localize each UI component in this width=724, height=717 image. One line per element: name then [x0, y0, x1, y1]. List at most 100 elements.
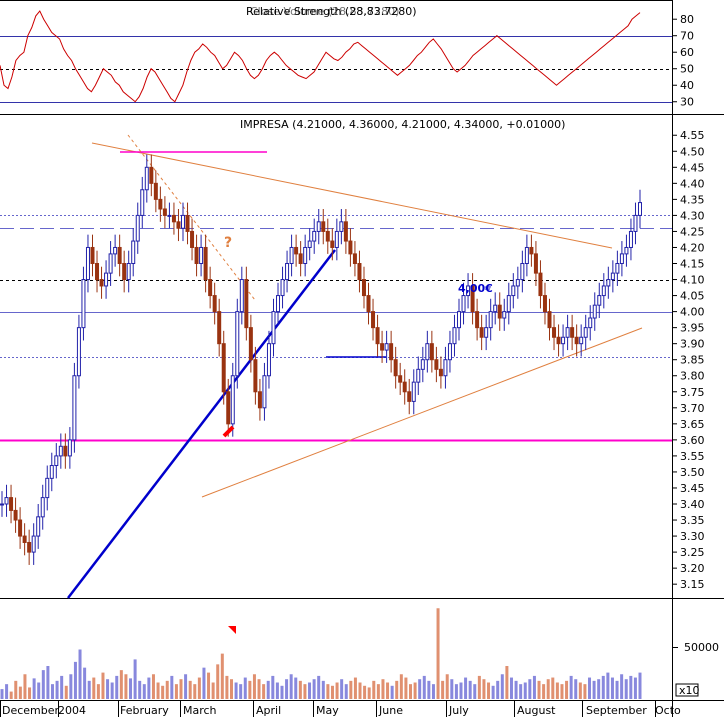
- volume-bar: [569, 675, 573, 699]
- volume-bar: [464, 677, 468, 699]
- price-tick-label: 3.65: [680, 418, 705, 431]
- price-bar-body: [619, 253, 624, 265]
- price-tick-label: 4.45: [680, 161, 705, 174]
- volume-bar: [243, 677, 247, 699]
- volume-bar: [597, 679, 601, 699]
- price-tick-label: 3.20: [680, 562, 705, 575]
- volume-bar: [482, 679, 486, 699]
- volume-bar: [9, 691, 13, 699]
- price-bar-body: [280, 279, 285, 297]
- price-bar-body: [533, 253, 538, 274]
- price-bar-body: [4, 497, 9, 505]
- volume-bar: [349, 680, 353, 699]
- volume-bar: [41, 670, 45, 699]
- price-bar-body: [343, 221, 348, 242]
- indicator-tick-label: 60: [680, 46, 694, 59]
- volume-bar: [633, 677, 637, 699]
- price-bar-body: [149, 166, 154, 184]
- volume-bar: [386, 682, 390, 699]
- price-bar-body: [13, 509, 18, 521]
- price-bar-body: [538, 272, 543, 297]
- price-bar-body: [203, 246, 208, 281]
- price-bar-body: [447, 343, 452, 361]
- volume-bar: [64, 685, 68, 699]
- price-bar-body: [488, 311, 493, 329]
- volume-bar: [83, 667, 87, 699]
- price-panel: IMPRESA (4.21000, 4.36000, 4.21000, 4.34…: [0, 118, 705, 634]
- volume-bar: [528, 679, 532, 699]
- price-label-annotation: 4,00€: [458, 282, 493, 295]
- price-tick-label: 4.00: [680, 306, 705, 319]
- price-bar-body: [361, 279, 366, 297]
- price-bar-body: [117, 246, 122, 265]
- price-bar-body: [366, 295, 371, 313]
- volume-bar: [560, 684, 564, 699]
- price-bar-body: [312, 230, 317, 242]
- volume-bar: [358, 682, 362, 699]
- volume-bar: [422, 675, 426, 699]
- price-bar-body: [45, 477, 50, 499]
- volume-bar: [119, 670, 123, 699]
- volume-bar: [537, 680, 541, 699]
- price-bar-body: [339, 221, 344, 232]
- price-bar-body: [633, 214, 638, 232]
- price-bar-body: [565, 327, 570, 338]
- volume-bar: [37, 682, 41, 699]
- volume-bar: [620, 674, 624, 699]
- volume-bar: [427, 680, 431, 699]
- price-bar-body: [479, 327, 484, 338]
- price-bar-body: [276, 295, 281, 313]
- price-tick-label: 4.10: [680, 274, 705, 287]
- price-title: IMPRESA (4.21000, 4.36000, 4.21000, 4.34…: [240, 118, 565, 131]
- price-bar-body: [158, 198, 163, 210]
- indicator-title: Relative Strength (28,83.7280): [246, 5, 417, 18]
- price-bar-body: [18, 519, 23, 537]
- price-bar-body: [167, 214, 172, 217]
- price-bar-body: [131, 240, 136, 265]
- volume-bar: [156, 682, 160, 699]
- volume-bar: [266, 680, 270, 699]
- volume-bar: [496, 680, 500, 699]
- price-bar-body: [411, 381, 416, 402]
- price-tick-label: 3.50: [680, 466, 705, 479]
- volume-bar: [418, 679, 422, 699]
- price-bar-body: [638, 202, 642, 216]
- price-bar-body: [244, 279, 249, 329]
- volume-bar: [335, 682, 339, 699]
- volume-bar: [565, 680, 569, 699]
- price-bar-body: [95, 263, 100, 281]
- volume-bar: [60, 675, 64, 699]
- price-bar-body: [425, 343, 430, 361]
- price-tick-label: 3.25: [680, 546, 705, 559]
- volume-bar: [0, 689, 4, 699]
- price-bar-body: [384, 343, 389, 351]
- volume-bar: [294, 677, 298, 699]
- price-bar-body: [22, 535, 27, 543]
- volume-bar: [638, 672, 642, 699]
- volume-bar: [161, 685, 165, 699]
- price-bar-body: [190, 230, 195, 248]
- price-bar-body: [443, 359, 448, 377]
- volume-bar: [106, 679, 110, 699]
- price-bar-body: [266, 343, 271, 377]
- price-bar-body: [217, 311, 222, 345]
- volume-bar: [55, 680, 59, 699]
- volume-bar: [133, 659, 137, 699]
- volume-bar: [519, 684, 523, 699]
- volume-bar: [372, 680, 376, 699]
- price-tick-label: 3.55: [680, 450, 705, 463]
- price-bar-body: [466, 285, 471, 297]
- volume-bar: [468, 680, 472, 699]
- price-bar-body: [524, 246, 529, 265]
- volume-bar: [367, 687, 371, 699]
- price-bar-body: [162, 208, 167, 216]
- volume-bar: [23, 674, 27, 699]
- volume-bar: [193, 684, 197, 699]
- price-bar-body: [194, 246, 199, 265]
- volume-bar: [592, 680, 596, 699]
- volume-bar: [96, 684, 100, 699]
- price-tick-label: 4.40: [680, 177, 705, 190]
- volume-bar: [326, 684, 330, 699]
- price-tick-label: 3.45: [680, 482, 705, 495]
- price-bar-body: [561, 336, 566, 345]
